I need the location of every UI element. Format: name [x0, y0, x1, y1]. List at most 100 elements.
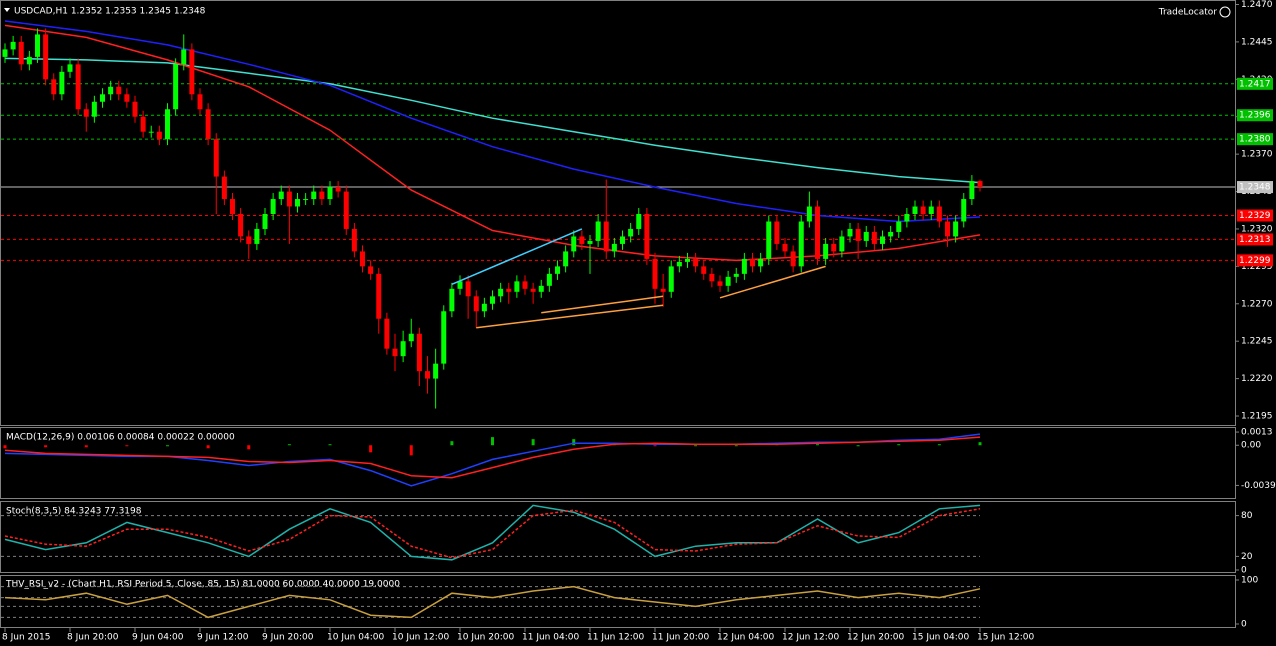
x-tick-label: 11 Jun 12:00 — [587, 633, 644, 643]
macd-histogram-bar — [734, 445, 738, 447]
indicator-line — [4, 436, 981, 479]
candle-body — [611, 243, 617, 252]
macd-histogram-bar — [491, 437, 494, 446]
candle-body — [43, 34, 49, 80]
candle-body — [652, 258, 658, 289]
candle-body — [676, 261, 682, 267]
indicator-title: THV_RSI_v2 - (Chart H1, RSI Period 5, Cl… — [5, 580, 400, 590]
candle-body — [945, 221, 950, 237]
macd-histogram-bar — [978, 442, 982, 446]
candle-body — [132, 101, 138, 117]
candle-body — [376, 273, 382, 319]
macd-histogram-bar — [206, 445, 210, 449]
macd-histogram-bar — [572, 439, 576, 446]
stoch-pane-frame — [0, 501, 1236, 573]
candle-body — [2, 49, 8, 57]
candle-body — [530, 288, 536, 292]
candle-body — [100, 94, 105, 102]
candle-body — [221, 176, 227, 200]
candle-body — [725, 276, 731, 286]
candle-body — [416, 333, 422, 372]
macd-histogram-bar — [531, 439, 535, 446]
candle-body — [481, 303, 487, 312]
macd-histogram-bar — [84, 445, 88, 448]
candle-body — [124, 94, 130, 102]
candle-body — [262, 213, 268, 229]
candle-body — [360, 251, 365, 267]
candle-body — [912, 206, 918, 214]
trend-line — [719, 265, 826, 299]
x-tick-label: 12 Jun 04:00 — [717, 633, 774, 643]
candle-body — [91, 101, 97, 117]
x-tick-label: 11 Jun 20:00 — [652, 633, 709, 643]
x-tick-label: 15 Jun 12:00 — [977, 633, 1034, 643]
candle-body — [311, 191, 317, 200]
candle-body — [546, 273, 552, 286]
candle-body — [26, 56, 32, 65]
candle-body — [977, 181, 983, 188]
candle-body — [953, 221, 959, 237]
candle-body — [847, 228, 853, 237]
macd-histogram-bar — [125, 445, 129, 447]
menu-arrow[interactable] — [4, 8, 10, 12]
y-tick-label: 1.2445 — [1241, 37, 1273, 47]
x-tick-label: 8 Jun 2015 — [2, 633, 50, 643]
y-tick-label: 80 — [1241, 511, 1253, 521]
x-tick-label: 10 Jun 12:00 — [392, 633, 449, 643]
candle-body — [538, 285, 544, 292]
macd-pane-frame — [0, 427, 1236, 499]
indicator-title: MACD(12,26,9) 0.00106 0.00084 0.00022 0.… — [6, 433, 235, 443]
y-tick-label: 1.2195 — [1241, 412, 1273, 422]
macd-histogram-bar — [328, 444, 332, 446]
candle-body — [863, 231, 869, 241]
candle-body — [384, 318, 390, 349]
chart-title: USDCAD,H1 1.2352 1.2353 1.2345 1.2348 — [14, 7, 206, 17]
candle-body — [108, 86, 114, 95]
candle-body — [620, 236, 625, 244]
candle-body — [343, 191, 349, 229]
y-tick-label: 1.2295 — [1241, 262, 1273, 272]
candle-body — [400, 341, 406, 357]
y-tick-label: 0.0013 — [1241, 428, 1273, 438]
candle-body — [733, 273, 739, 277]
macd-histogram-bar — [856, 445, 860, 447]
candle-body — [514, 281, 520, 292]
candle-body — [920, 206, 926, 214]
candle-body — [563, 251, 569, 267]
candle-body — [83, 109, 89, 117]
candle-body — [660, 288, 666, 292]
candle-body — [408, 333, 414, 342]
y-tick-label: 0 — [1241, 620, 1247, 630]
macd-histogram-bar — [166, 445, 169, 447]
candle-body — [490, 296, 495, 304]
indicator-line — [4, 504, 981, 561]
candle-body — [449, 288, 455, 312]
candle-body — [59, 71, 65, 95]
rsi-pane-frame — [0, 575, 1236, 628]
candle-body — [368, 266, 374, 274]
candle-body — [506, 288, 512, 292]
candle-body — [555, 266, 560, 274]
candle-body — [173, 64, 179, 110]
candle-body — [441, 311, 447, 364]
candle-body — [871, 231, 877, 244]
candle-body — [782, 243, 788, 252]
macd-histogram-bar — [287, 444, 291, 446]
macd-histogram-bar — [897, 444, 901, 446]
y-tick-label: -0.00396 — [1241, 481, 1276, 491]
x-tick-label: 8 Jun 20:00 — [67, 633, 119, 643]
candle-body — [189, 49, 195, 95]
trend-line — [541, 295, 664, 314]
indicator-title: Stoch(8,3,5) 84.3243 77.3198 — [6, 507, 142, 517]
macd-histogram-bar — [450, 441, 454, 446]
tradelocator-icon[interactable] — [1219, 6, 1231, 18]
candle-body — [335, 187, 341, 192]
y-tick-label: 0 — [1241, 566, 1247, 576]
candle-body — [774, 221, 780, 244]
y-tick-label: 1.2220 — [1241, 374, 1273, 384]
y-tick-label: 1.2245 — [1241, 337, 1273, 347]
candle-body — [831, 243, 837, 252]
candle-body — [319, 191, 325, 200]
candle-body — [197, 94, 203, 110]
x-tick-label: 10 Jun 04:00 — [327, 633, 384, 643]
